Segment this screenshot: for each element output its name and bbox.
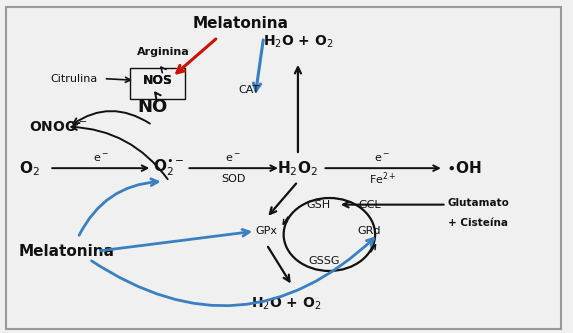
Text: GSH: GSH [306, 200, 330, 210]
FancyBboxPatch shape [6, 7, 561, 329]
Text: e$^-$: e$^-$ [93, 153, 109, 164]
Text: O$_2^{\bullet -}$: O$_2^{\bullet -}$ [154, 158, 185, 178]
Text: CAT: CAT [239, 85, 260, 95]
Text: NOS: NOS [143, 74, 173, 87]
Text: SOD: SOD [221, 174, 245, 184]
Text: Citrulina: Citrulina [50, 74, 98, 84]
Text: GCL: GCL [358, 200, 380, 210]
Text: Melatonina: Melatonina [18, 243, 115, 258]
Text: H$_2$O$_2$: H$_2$O$_2$ [277, 159, 319, 177]
Text: GRd: GRd [358, 226, 381, 236]
Text: GSSG: GSSG [308, 256, 339, 266]
Text: Fe$^{2+}$: Fe$^{2+}$ [369, 170, 397, 187]
Text: e$^-$: e$^-$ [375, 153, 391, 164]
Text: $\bullet$OH: $\bullet$OH [446, 160, 482, 176]
Text: Arginina: Arginina [137, 47, 190, 57]
Text: NOS: NOS [143, 74, 173, 87]
Text: Melatonina: Melatonina [193, 16, 289, 31]
Text: + Cisteína: + Cisteína [448, 218, 508, 228]
Text: O$_2$: O$_2$ [19, 159, 40, 177]
Text: GPx: GPx [256, 226, 277, 236]
Text: Glutamato: Glutamato [447, 198, 509, 208]
FancyBboxPatch shape [131, 68, 185, 99]
Text: e$^-$: e$^-$ [225, 153, 241, 164]
Text: ONOO$^-$: ONOO$^-$ [29, 120, 88, 134]
Text: NO: NO [137, 98, 167, 116]
Text: H$_2$O + O$_2$: H$_2$O + O$_2$ [262, 34, 333, 50]
Text: H$_2$O + O$_2$: H$_2$O + O$_2$ [251, 296, 322, 312]
